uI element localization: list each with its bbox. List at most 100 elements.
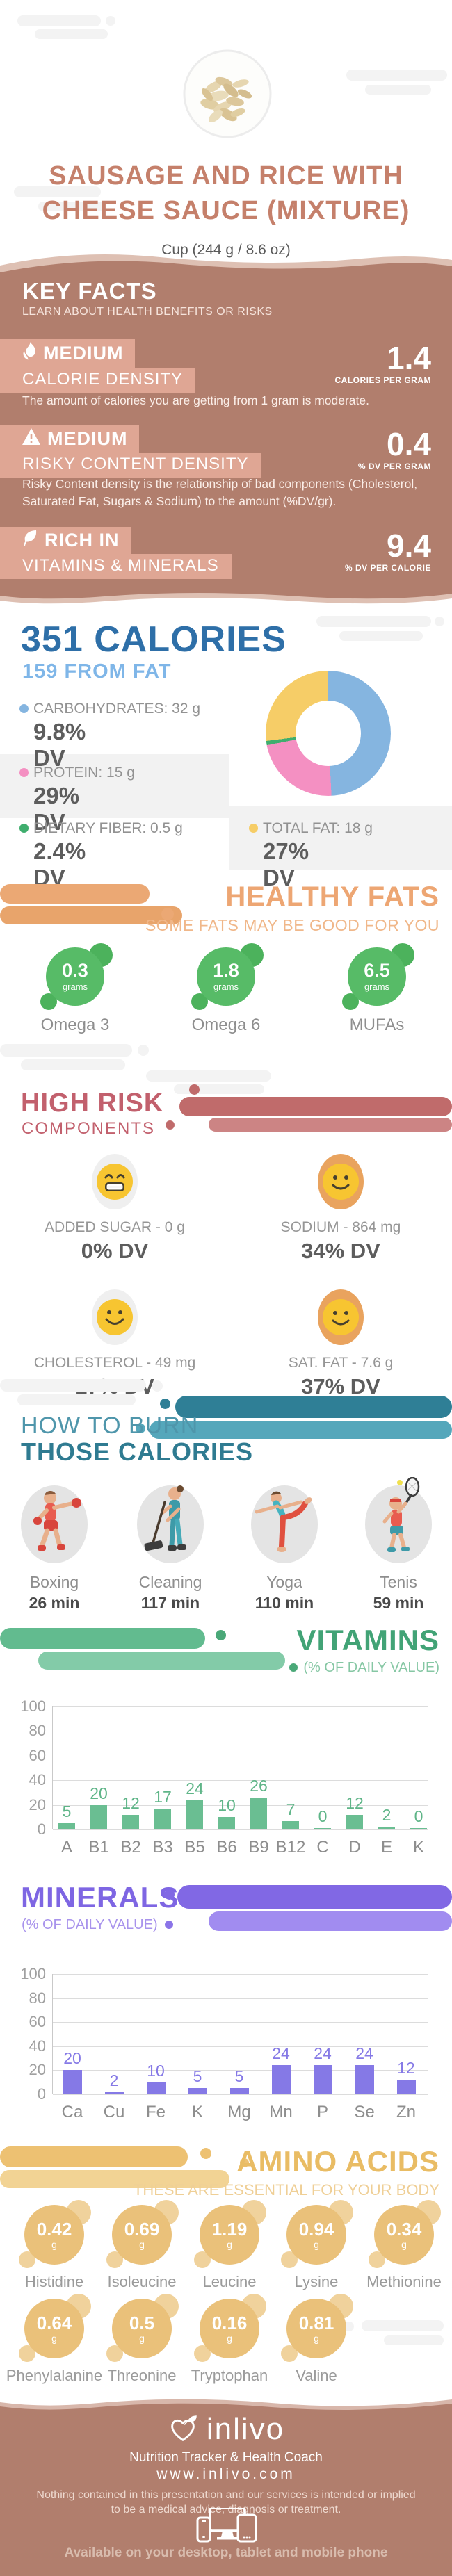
footer <box>0 2397 452 2576</box>
bar-P <box>313 2065 332 2094</box>
brand-logo: inlivo <box>0 2412 452 2447</box>
decor-pill-purple <box>177 1885 452 1909</box>
gridline <box>53 2022 428 2023</box>
x-axis-label-D: D <box>348 1838 361 1857</box>
amino-acids-subheading: THESE ARE ESSENTIAL FOR YOUR BODY <box>133 2181 439 2199</box>
y-axis-tick: 80 <box>29 1989 46 2007</box>
bar-value-Zn: 12 <box>397 2059 415 2078</box>
key-fact-risky-density-desc: Risky Content density is the relationshi… <box>22 477 418 509</box>
amino-acid-methionine: 0.34 g Methionine <box>352 2200 452 2291</box>
decor-pill <box>14 186 101 197</box>
y-axis-tick: 100 <box>20 1697 46 1715</box>
x-axis-label-B2: B2 <box>120 1838 141 1857</box>
decor-dot-gold <box>200 2148 211 2159</box>
key-fact-risky-density-value: 0.4 % DV PER GRAM <box>357 426 431 471</box>
decor-pill <box>339 631 423 641</box>
bar-value-B6: 10 <box>218 1796 236 1815</box>
website-link[interactable]: www.inlivo.com <box>156 2466 296 2484</box>
bar-K <box>188 2088 207 2094</box>
bar-value-A: 5 <box>62 1802 72 1821</box>
healthy-fats-heading: HEALTHY FATS <box>225 881 439 912</box>
bar-value-E: 2 <box>382 1806 392 1825</box>
decor-dot-rose <box>166 1120 175 1130</box>
decor-dot-rose <box>189 1084 200 1095</box>
wave-keyfacts-bottom <box>0 587 452 608</box>
decor-pill <box>362 2320 444 2331</box>
devices-icon <box>196 2508 257 2543</box>
legend-highlight-fat <box>229 806 452 870</box>
decor-pill-orange <box>0 884 150 904</box>
y-axis-tick: 80 <box>29 1722 46 1740</box>
key-fact-rich-in: RICH IN VITAMINS & MINERALS <box>0 527 232 579</box>
yoga-figure-icon <box>251 1485 318 1563</box>
heart-leaf-icon <box>171 2415 197 2441</box>
smile-face-icon <box>323 1299 359 1335</box>
website-link-wrap: www.inlivo.com <box>0 2466 452 2484</box>
bar-C <box>314 1828 331 1829</box>
gridline <box>53 1998 428 1999</box>
availability-note: Available on your desktop, tablet and mo… <box>64 2545 388 2560</box>
decor-dot-green <box>289 1663 298 1672</box>
page-title-line1: SAUSAGE AND RICE WITH <box>49 161 403 190</box>
bar-value-Fe: 10 <box>147 2061 165 2080</box>
smile-face-icon <box>323 1164 359 1200</box>
vitamins-heading: VITAMINS <box>296 1624 439 1656</box>
decor-dot-gold <box>240 2158 249 2167</box>
gridline <box>53 1780 428 1782</box>
decor-dot <box>435 617 444 626</box>
risk-sat-fat: SAT. FAT - 7.6 g 37% DV <box>229 1289 452 1399</box>
bar-B9 <box>250 1797 267 1829</box>
legend-highlight-protein <box>0 754 229 818</box>
burn-heading-line1: HOW TO BURN <box>21 1412 199 1439</box>
decor-pill <box>0 1379 146 1392</box>
key-fact-calorie-density: MEDIUM CALORIE DENSITY <box>0 339 196 393</box>
wave-footer <box>0 2391 452 2415</box>
key-fact-risky-density: MEDIUM RISKY CONTENT DENSITY <box>0 425 261 478</box>
burn-heading-line2: THOSE CALORIES <box>21 1437 254 1466</box>
y-axis-tick: 0 <box>37 2085 46 2103</box>
key-fact-rich-in-value: 9.4 % DV PER CALORIE <box>344 528 431 573</box>
x-axis-label-K: K <box>412 1838 424 1857</box>
decor-pill <box>346 70 447 81</box>
decor-pill <box>146 1070 271 1082</box>
x-axis-label-Cu: Cu <box>103 2103 125 2121</box>
activity-yoga: Yoga 110 min <box>232 1477 337 1613</box>
decor-pill <box>365 85 431 95</box>
decor-pill-rose <box>179 1097 452 1116</box>
amino-acid-threonine: 0.5 g Threonine <box>90 2294 194 2385</box>
x-axis-label-Zn: Zn <box>396 2103 416 2121</box>
bar-A <box>58 1823 75 1829</box>
gridline <box>53 2046 428 2047</box>
bar-Zn <box>396 2080 416 2094</box>
bar-value-Mn: 24 <box>272 2044 290 2063</box>
fat-dot <box>249 824 258 833</box>
bar-value-P: 24 <box>314 2044 332 2063</box>
x-axis-label-Se: Se <box>354 2103 375 2121</box>
decor-pill-gold <box>0 2170 229 2188</box>
x-axis-label-B12: B12 <box>275 1838 306 1857</box>
x-axis-label-E: E <box>380 1838 392 1857</box>
x-axis-label-B9: B9 <box>248 1838 269 1857</box>
x-axis-label-B3: B3 <box>152 1838 173 1857</box>
gridline <box>53 1804 428 1806</box>
bar-value-B3: 17 <box>154 1787 172 1806</box>
healthy-fat-omega6: 1.8 grams Omega 6 <box>170 943 282 1035</box>
decor-dot <box>344 2322 354 2331</box>
minerals-bar-chart: 0 20 40 60 80 100 20 Ca 2 Cu 10 Fe 5 K 5 Mg 24 Mn 24 P 24 Se 1… <box>20 1965 428 2121</box>
bar-value-B5: 24 <box>186 1779 204 1798</box>
y-axis-tick: 100 <box>20 1965 46 1982</box>
bar-value-Se: 24 <box>355 2044 373 2063</box>
x-axis-label-A: A <box>60 1838 72 1857</box>
x-axis-label-B5: B5 <box>184 1838 205 1857</box>
x-axis-label-Mn: Mn <box>269 2103 293 2121</box>
key-fact-name: CALORIE DENSITY <box>0 368 196 393</box>
brand-tagline: Nutrition Tracker & Health Coach <box>129 2450 323 2465</box>
decor-pill <box>0 1044 132 1057</box>
decor-pill-gold <box>0 2146 188 2167</box>
gridline <box>53 2070 428 2071</box>
decor-pill <box>316 616 431 627</box>
food-photo <box>182 49 273 142</box>
gridline <box>53 1829 428 1830</box>
amino-acid-isoleucine: 0.69 g Isoleucine <box>90 2200 194 2291</box>
